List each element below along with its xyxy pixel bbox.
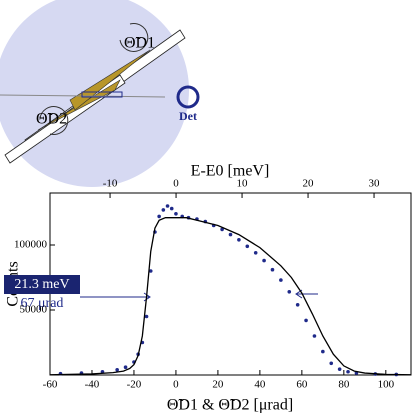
x-axis-label: Θ̃D1 & Θ̃D2 [μrad] — [167, 397, 293, 414]
data-point — [253, 251, 258, 255]
data-point — [337, 367, 342, 371]
data-point — [169, 206, 174, 211]
x2-tick-label: 10 — [237, 178, 249, 190]
data-point — [148, 269, 153, 273]
x-tick-label: 100 — [378, 379, 395, 391]
x-tick-label: 20 — [212, 379, 224, 391]
data-point — [237, 238, 241, 242]
annotation: 67 μrad — [21, 296, 64, 311]
data-point — [270, 267, 275, 272]
wedge — [69, 49, 151, 111]
fwhm-arrow — [295, 289, 318, 299]
x-tick-label: 80 — [338, 379, 350, 391]
data-point — [115, 368, 119, 372]
data-point — [295, 303, 300, 307]
x-tick-label: -40 — [85, 379, 100, 391]
data-point — [312, 334, 317, 338]
x2-tick-label: -10 — [103, 178, 118, 190]
data-point — [165, 204, 170, 208]
data-point — [279, 278, 283, 282]
data-point — [321, 349, 325, 354]
rotation-arrow — [119, 23, 149, 52]
theory-curve — [49, 217, 412, 376]
data-point — [157, 214, 161, 219]
y-tick-label: 50000 — [20, 304, 48, 316]
x2-tick-label: 0 — [173, 178, 179, 190]
data-point — [304, 318, 308, 323]
data-point — [123, 365, 128, 370]
y-tick-label: 100000 — [14, 239, 48, 251]
x-tick-label: 0 — [173, 379, 179, 391]
data-point — [174, 212, 178, 216]
inset-label: Θ̃D2 — [36, 111, 67, 128]
x-tick-label: 40 — [254, 379, 266, 391]
annotation: 21.3 meV — [14, 277, 69, 292]
data-point — [346, 369, 350, 374]
inset: Θ̃D1 Θ̃D2 Det — [0, 0, 200, 187]
annotation-box — [4, 275, 80, 294]
x-tick-label: -20 — [127, 379, 142, 391]
fwhm-arrow — [80, 292, 151, 302]
data-point — [144, 314, 149, 319]
data-point — [228, 232, 233, 237]
x-tick-label: 60 — [296, 379, 308, 391]
inset-label: Det — [179, 109, 197, 123]
data-point — [161, 208, 166, 212]
data-point — [220, 227, 224, 232]
data-point — [262, 258, 266, 263]
data-point — [245, 244, 250, 249]
x-tick-label: -60 — [43, 379, 58, 391]
inset-label: Θ̃D1 — [124, 35, 155, 52]
detector — [176, 85, 200, 109]
x2-axis-label: E-E0 [meV] — [191, 163, 270, 180]
data-point — [329, 361, 334, 366]
x2-tick-label: 30 — [369, 178, 381, 190]
plot-frame — [49, 192, 412, 376]
data-point — [287, 290, 292, 294]
rotation-arrow — [39, 106, 69, 135]
x2-tick-label: 20 — [303, 178, 315, 190]
beam-gap — [81, 91, 123, 98]
